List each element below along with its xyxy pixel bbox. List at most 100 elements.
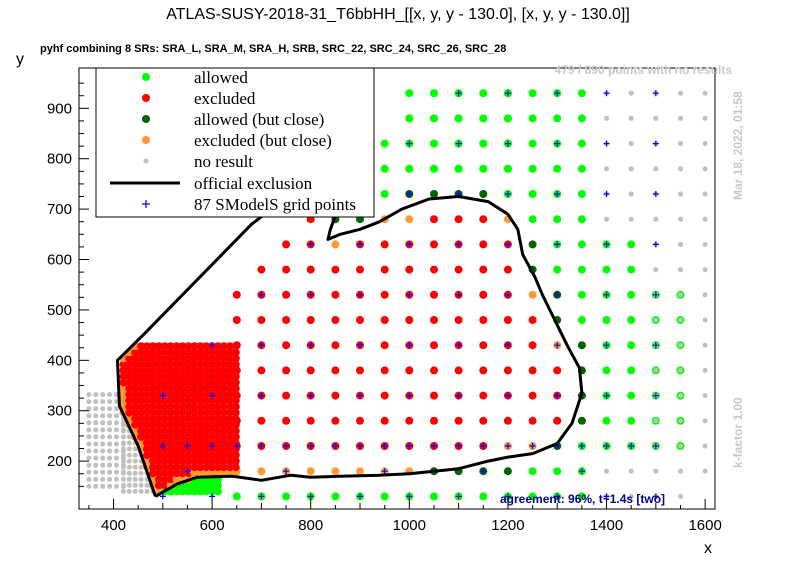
point-excluded-566 xyxy=(166,432,175,441)
smodels-point-47 xyxy=(504,241,511,248)
point-no-result-876 xyxy=(100,483,106,489)
point-no-result-457 xyxy=(144,488,150,494)
point-excluded-598 xyxy=(172,390,181,399)
point-excluded-639 xyxy=(184,445,193,453)
point-excluded-685 xyxy=(196,469,205,478)
point-allowed-226 xyxy=(602,316,611,324)
smodels-point-73 xyxy=(652,291,659,298)
point-excluded-107 xyxy=(430,316,438,324)
smodels-point-80 xyxy=(283,443,290,449)
point-no-result-230 xyxy=(604,216,609,222)
point-no-result-852 xyxy=(86,455,92,461)
point-excluded-606 xyxy=(172,342,181,351)
point-excluded-519 xyxy=(154,414,163,423)
point-excluded-573 xyxy=(166,390,175,399)
point-excluded-468 xyxy=(143,420,151,429)
point-excluded-564 xyxy=(166,445,175,453)
point-no-result-897 xyxy=(107,434,113,440)
point-no-result-902 xyxy=(107,399,113,405)
point-excluded-669 xyxy=(190,414,199,423)
smodels-point-32 xyxy=(406,140,413,147)
point-excluded-714 xyxy=(202,445,211,453)
smodels-point-50 xyxy=(504,90,511,97)
point-excluded-795 xyxy=(219,390,228,399)
point-no-result-896 xyxy=(107,441,113,447)
point-excluded-39 xyxy=(306,265,315,274)
point-no-result-853 xyxy=(86,448,92,454)
point-excluded-729 xyxy=(202,354,211,363)
point-excluded-379 xyxy=(119,372,128,381)
point-excluded-28 xyxy=(282,265,291,274)
legend-label-allowed-close: allowed (but close) xyxy=(194,110,324,129)
smodels-point-10 xyxy=(258,342,265,349)
point-excluded-766 xyxy=(214,432,222,441)
smodels-point-78 xyxy=(184,443,191,449)
point-no-result-883 xyxy=(100,434,106,440)
point-excluded-824 xyxy=(225,348,234,357)
point-excluded-465 xyxy=(143,439,151,447)
point-excluded-469 xyxy=(143,414,151,423)
point-excluded-173 xyxy=(528,366,537,375)
smodels-point-37 xyxy=(455,291,462,298)
point-allowed-343 xyxy=(405,89,414,98)
point-no-result-391 xyxy=(126,440,132,446)
point-excluded-18 xyxy=(257,265,266,274)
point-excluded-680 xyxy=(190,348,199,357)
point-no-result-292 xyxy=(653,468,659,474)
point-excluded-171 xyxy=(528,416,537,425)
point-excluded-447 xyxy=(137,396,146,405)
point-excluded-488 xyxy=(149,451,157,460)
point-no-result-413 xyxy=(132,452,138,458)
smodels-point-38 xyxy=(455,241,462,248)
point-excluded-736 xyxy=(208,463,217,472)
point-no-result-914 xyxy=(114,413,119,419)
point-excluded-650 xyxy=(184,378,193,387)
point-excluded-692 xyxy=(196,426,205,435)
y-tick-label-200: 200 xyxy=(47,453,72,470)
point-excluded-58 xyxy=(356,416,364,425)
point-no-result-866 xyxy=(93,455,99,461)
point-excluded-651 xyxy=(184,372,193,381)
point-excluded-78 xyxy=(380,265,389,274)
point-excluded-704 xyxy=(196,354,205,363)
smodels-point-59 xyxy=(554,90,561,97)
point-excluded-521 xyxy=(154,402,163,411)
point-excluded-520 xyxy=(154,408,163,417)
point-excluded-611 xyxy=(178,463,187,472)
point-excluded-779 xyxy=(214,354,222,363)
smodels-point-76 xyxy=(652,140,659,147)
point-excluded-536 xyxy=(160,463,169,472)
point-excluded-605 xyxy=(172,348,181,357)
smodels-point-18 xyxy=(357,493,364,500)
smodels-point-74 xyxy=(652,241,659,248)
point-excluded-463 xyxy=(143,451,151,460)
smodels-point-26 xyxy=(406,443,413,449)
point-excluded-522 xyxy=(154,396,163,405)
point-excluded-597 xyxy=(172,396,181,405)
point-excluded-502 xyxy=(149,366,157,375)
point-excluded-845 xyxy=(231,354,240,363)
point-allowed-244 xyxy=(627,290,636,299)
point-allowed-582 xyxy=(172,487,181,496)
point-excluded-654 xyxy=(184,354,193,363)
point-no-result-904 xyxy=(114,483,119,489)
smodels-point-12 xyxy=(307,493,314,500)
point-excluded-77 xyxy=(380,290,389,299)
point-no-result-888 xyxy=(100,399,106,405)
point-excluded-703 xyxy=(196,360,205,369)
point-excluded-156 xyxy=(503,366,512,375)
smodels-point-11 xyxy=(258,291,265,298)
point-excluded-697 xyxy=(196,396,205,405)
point-excluded-806 xyxy=(225,457,234,466)
point-excluded-396 xyxy=(125,408,134,417)
point-excluded-418 xyxy=(131,420,140,429)
point-excluded-26 xyxy=(282,316,291,324)
point-no-result-923 xyxy=(120,448,126,454)
smodels-point-69 xyxy=(652,493,659,500)
x-axis-label: x xyxy=(704,540,712,557)
point-allowed-81 xyxy=(380,190,389,198)
point-no-result-922 xyxy=(120,455,126,461)
point-excluded-665 xyxy=(190,439,199,447)
point-allowed-close-208 xyxy=(577,341,586,350)
point-no-result-436 xyxy=(138,464,144,470)
